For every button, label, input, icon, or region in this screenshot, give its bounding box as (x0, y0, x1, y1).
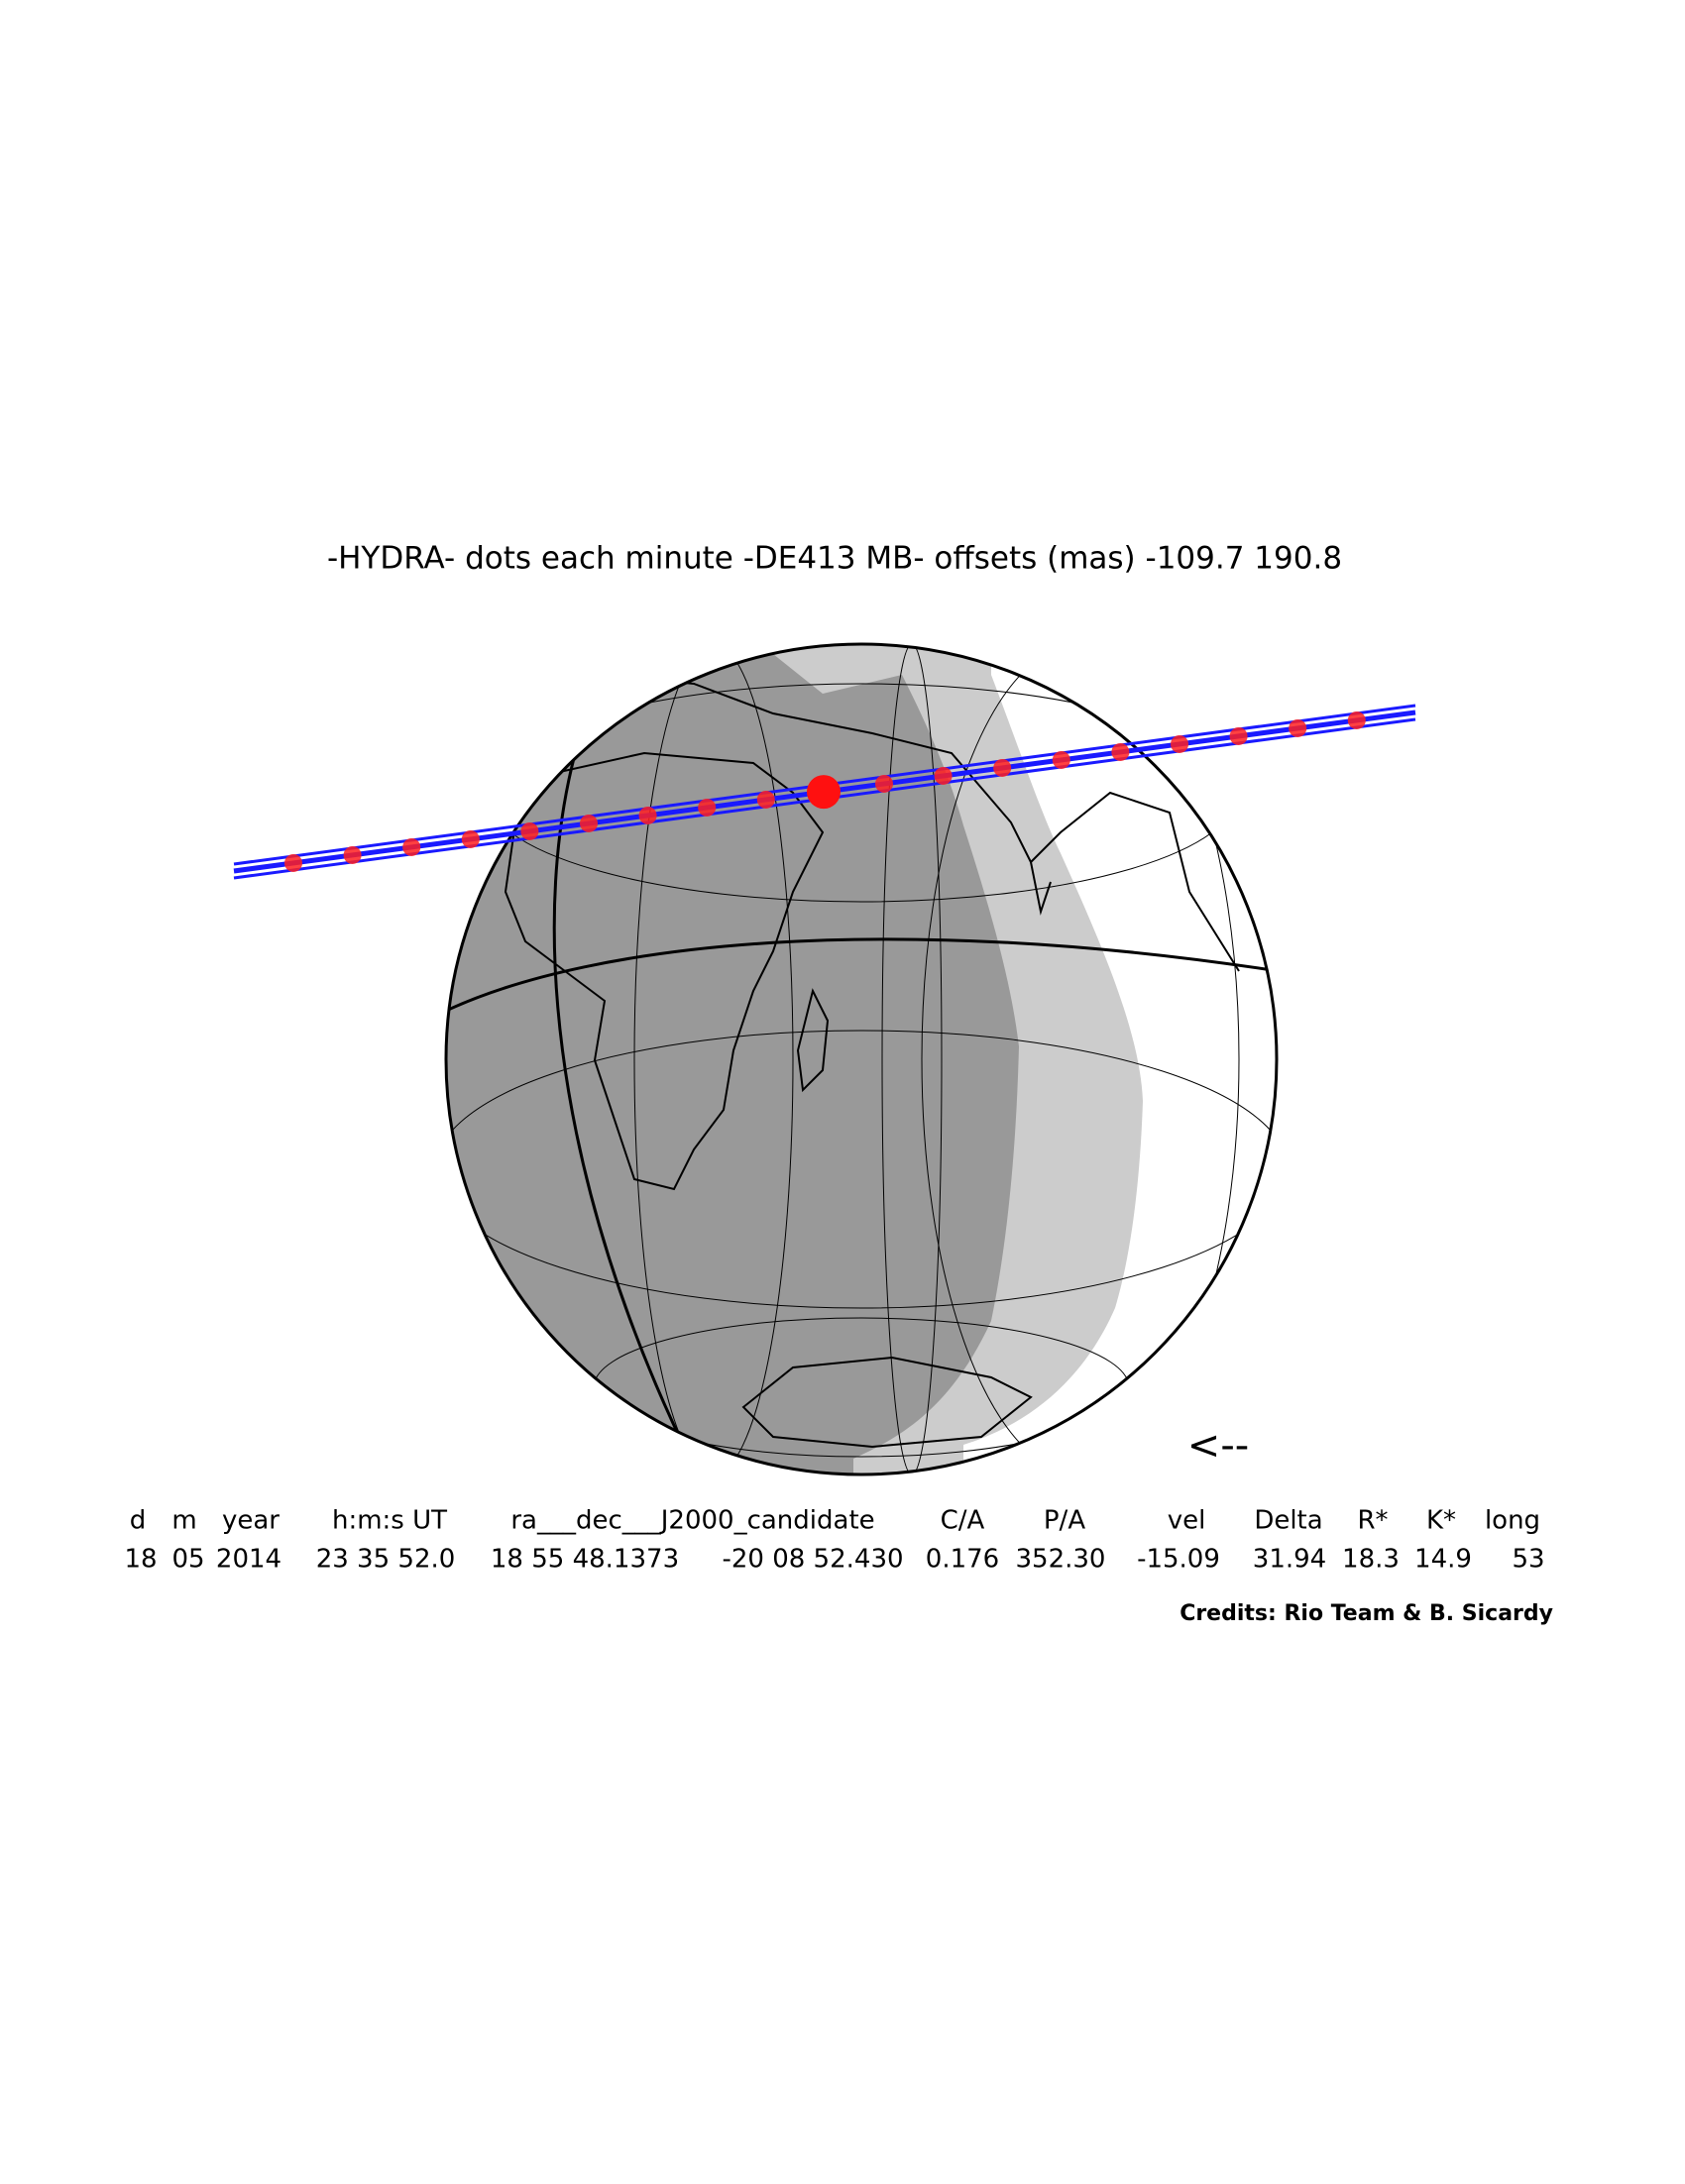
column-header: P/A (1044, 1506, 1085, 1536)
column-value: 0.176 (926, 1545, 999, 1575)
minute-dot (343, 845, 362, 864)
minute-dot (756, 790, 775, 809)
column-header: ra___dec___J2000_candidate (510, 1506, 874, 1536)
equator (446, 937, 1277, 1013)
event-table: d m year h:m:s UT ra___dec___J2000_candidate… (124, 1506, 1544, 1575)
map-title: -HYDRA- dots each minute -DE413 MB- offs… (327, 541, 1342, 577)
column-value: 352.30 (1016, 1545, 1106, 1575)
minute-dot (1111, 742, 1130, 761)
minute-dot (520, 821, 539, 840)
column-header: h:m:s UT (332, 1506, 447, 1536)
column-header: m (171, 1506, 196, 1536)
column-header: K* (1426, 1506, 1456, 1536)
column-value: 14.9 (1414, 1545, 1472, 1575)
column-value: 18 55 48.1373 (491, 1545, 679, 1575)
column-header: Delta (1254, 1506, 1322, 1536)
minute-dot (934, 766, 953, 785)
column-value: 18 (124, 1545, 157, 1575)
shadow-track (233, 704, 1416, 880)
minute-dot (1347, 710, 1366, 729)
minute-dot (402, 837, 421, 856)
column-header: long (1485, 1506, 1540, 1536)
night-side (446, 644, 1019, 1474)
minute-dot (461, 829, 480, 848)
globe-limb (444, 642, 1279, 1476)
minute-dot (1229, 726, 1248, 745)
column-value: 23 35 52.0 (316, 1545, 456, 1575)
column-value: -20 08 52.430 (722, 1545, 903, 1575)
column-value: 31.94 (1253, 1545, 1326, 1575)
column-header: vel (1168, 1506, 1206, 1536)
motion-direction: <-- (1187, 1423, 1249, 1469)
credits: Credits: Rio Team & B. Sicardy (1180, 1601, 1553, 1626)
minute-dot (638, 806, 657, 824)
minute-dot (875, 774, 893, 793)
minute-dot (284, 853, 302, 872)
column-value: 2014 (216, 1545, 281, 1575)
closest-approach-dot (807, 775, 841, 810)
minute-dot (993, 758, 1012, 777)
column-header: year (222, 1506, 280, 1536)
minute-dot (1052, 750, 1070, 769)
column-value: 53 (1512, 1545, 1544, 1575)
meridian (552, 693, 696, 1468)
coastlines (504, 672, 1240, 1449)
column-header: d (130, 1506, 147, 1536)
minute-dot (1289, 718, 1307, 737)
globe (446, 644, 1277, 1474)
column-value: 18.3 (1342, 1545, 1400, 1575)
column-value: -15.09 (1137, 1545, 1220, 1575)
minute-dot (580, 814, 598, 832)
minute-dot (698, 798, 717, 817)
column-value: 05 (171, 1545, 204, 1575)
minute-dot (1171, 734, 1188, 753)
column-header: R* (1357, 1506, 1388, 1536)
column-header: C/A (941, 1506, 985, 1536)
